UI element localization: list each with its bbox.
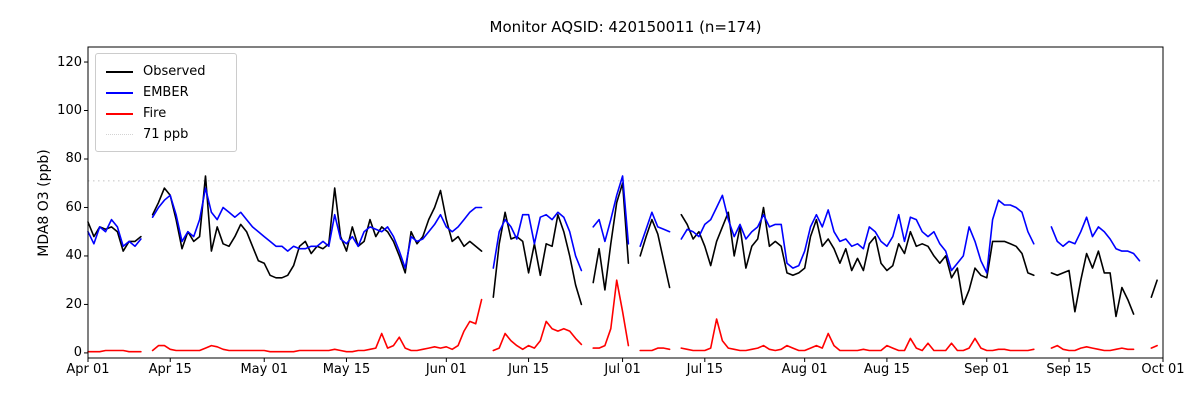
y-tick-label: 20 — [65, 296, 82, 312]
x-tick-label: Apr 15 — [148, 362, 192, 377]
x-tick-label: Aug 15 — [863, 362, 910, 377]
legend-label: Fire — [143, 106, 167, 121]
legend-item-observed: Observed — [106, 61, 226, 82]
y-tick-label: 0 — [73, 345, 82, 361]
legend-label: Observed — [143, 64, 206, 79]
x-tick-label: Sep 15 — [1046, 362, 1092, 377]
legend-item-fire: Fire — [106, 103, 226, 124]
x-tick-label: Aug 01 — [781, 362, 828, 377]
y-tick-label: 40 — [65, 248, 82, 264]
x-tick-label: Oct 01 — [1141, 362, 1185, 377]
legend-item-ember: EMBER — [106, 82, 226, 103]
legend-label: 71 ppb — [143, 127, 189, 142]
fire-line-swatch — [106, 112, 133, 115]
x-tick-label: May 15 — [322, 362, 371, 377]
series-ember-line — [87, 175, 1141, 274]
ember-line-swatch — [106, 91, 133, 94]
x-tick-label: Jun 01 — [425, 362, 467, 377]
x-tick-label: Sep 01 — [964, 362, 1010, 377]
legend-label: EMBER — [143, 85, 189, 100]
legend: Observed EMBER Fire 71 ppb — [95, 53, 237, 152]
series-fire-line — [87, 279, 1158, 353]
x-tick-label: Jun 15 — [508, 362, 550, 377]
axes-spines — [87, 46, 1164, 359]
x-tick-label: Apr 01 — [66, 362, 110, 377]
legend-item-threshold: 71 ppb — [106, 124, 226, 145]
x-tick-label: May 01 — [240, 362, 288, 377]
chart-title: Monitor AQSID: 420150011 (n=174) — [489, 18, 762, 36]
threshold-line-swatch — [106, 134, 133, 135]
observed-line-swatch — [106, 70, 133, 73]
x-tick-label: Jul 15 — [686, 362, 723, 377]
y-tick-label: 100 — [57, 103, 82, 118]
y-tick-label: 60 — [65, 199, 82, 215]
x-tick-label: Jul 01 — [604, 362, 641, 377]
y-tick-label: 120 — [57, 54, 82, 70]
y-tick-label: 80 — [65, 151, 82, 167]
